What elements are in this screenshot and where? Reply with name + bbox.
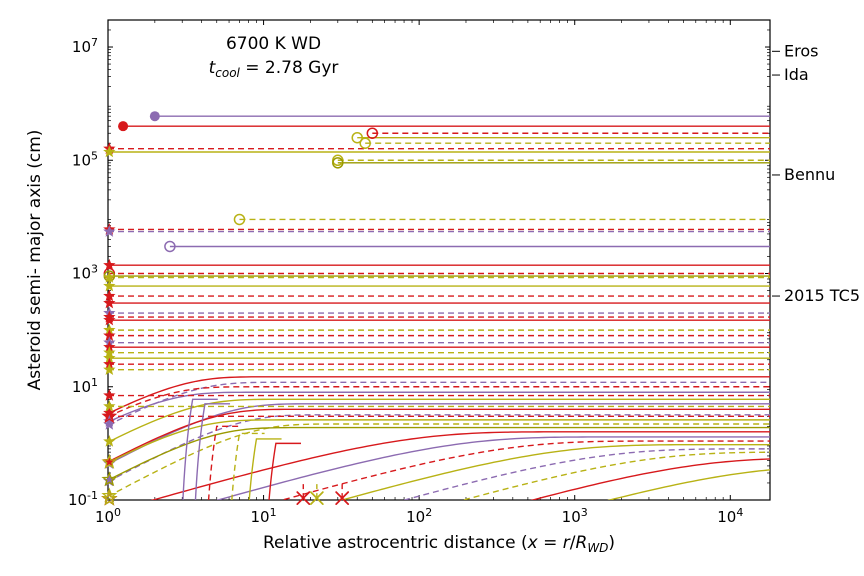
y-tick-label: 107: [72, 36, 98, 56]
x-tick-label: 101: [251, 506, 277, 526]
y-tick-label: 105: [72, 149, 98, 169]
marker-circle-icon: [150, 111, 160, 121]
right-reference-label: Ida: [784, 65, 809, 84]
right-reference-label: 2015 TC5: [784, 286, 860, 305]
marker-star-icon: [103, 435, 115, 447]
marker-circle-icon: [118, 121, 128, 131]
y-tick-label: 10-1: [68, 489, 98, 509]
data-curve-drop: [206, 426, 242, 529]
data-curve: [108, 459, 770, 530]
marker-star-icon: [103, 363, 115, 375]
data-curve: [108, 449, 770, 530]
x-tick-label: 104: [717, 506, 743, 526]
data-curve: [108, 387, 770, 417]
chart-annotation-line2: tcool = 2.78 Gyr: [209, 58, 339, 80]
y-tick-label: 101: [72, 376, 98, 396]
data-curve: [108, 452, 770, 529]
x-tick-label: 103: [562, 506, 588, 526]
curve-group: [108, 116, 770, 529]
x-tick-label: 102: [406, 506, 432, 526]
x-axis-label: Relative astrocentric distance (x = r/RW…: [263, 533, 615, 555]
right-reference-label: Bennu: [784, 165, 835, 184]
data-curve: [108, 432, 770, 513]
chart-svg: 100 101 102 103 104 10-1 101 103 105 107 Relative …: [0, 0, 864, 576]
chart-container: 100 101 102 103 104 10-1 101 103 105 107 Relative …: [0, 0, 864, 576]
chart-annotation-line1: 6700 K WD: [226, 34, 321, 54]
data-curve: [108, 437, 770, 530]
right-reference-label: Eros: [784, 41, 818, 60]
x-tick-label: 100: [95, 506, 121, 526]
data-curve-drop: [182, 399, 218, 529]
y-axis-label: Asteroid semi- major axis (cm): [25, 130, 45, 391]
data-curve: [108, 445, 770, 530]
y-tick-label: 103: [72, 263, 98, 283]
marker-star-icon: [103, 225, 115, 237]
